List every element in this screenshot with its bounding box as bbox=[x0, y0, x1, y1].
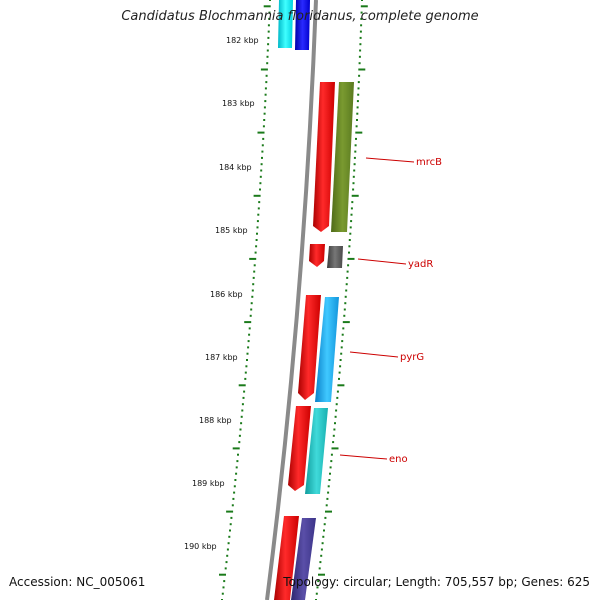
gene-label-eno: eno bbox=[389, 454, 408, 465]
kbp-label-187: 187 kbp bbox=[205, 353, 238, 362]
gene-forward-1 bbox=[313, 82, 335, 232]
left-tick-track bbox=[219, 0, 271, 600]
kbp-label-184: 184 kbp bbox=[219, 163, 252, 172]
gene-label-pyrG: pyrG bbox=[400, 352, 424, 363]
accession-label: Accession: NC_005061 bbox=[9, 575, 146, 589]
gene-label-yadR: yadR bbox=[408, 259, 433, 270]
map-title: Candidatus Blochmannia floridanus, compl… bbox=[121, 9, 479, 24]
gene-eno bbox=[305, 408, 328, 494]
kbp-label-186: 186 kbp bbox=[210, 290, 243, 299]
gene-top-cyan bbox=[278, 0, 293, 48]
kbp-label-183: 183 kbp bbox=[222, 99, 255, 108]
gene-forward-3 bbox=[298, 295, 321, 400]
kbp-label-189: 189 kbp bbox=[192, 479, 225, 488]
gene-forward-5 bbox=[274, 516, 299, 600]
gene-label-mrcB: mrcB bbox=[416, 157, 442, 168]
gene-top-blue bbox=[295, 0, 310, 50]
eno-connector bbox=[339, 454, 388, 460]
mrcB-connector bbox=[365, 157, 415, 163]
gene-forward-2 bbox=[309, 244, 325, 267]
kbp-label-188: 188 kbp bbox=[199, 416, 232, 425]
topology-label: Topology: circular; Length: 705,557 bp; … bbox=[283, 575, 590, 589]
kbp-label-185: 185 kbp bbox=[215, 226, 248, 235]
gene-yadR bbox=[327, 246, 343, 268]
gene-next-purple bbox=[291, 518, 316, 600]
yadR-connector bbox=[357, 258, 407, 265]
gene-pyrG bbox=[315, 297, 339, 402]
kbp-label-182: 182 kbp bbox=[226, 36, 259, 45]
gene-mrcB bbox=[331, 82, 354, 232]
kbp-label-190: 190 kbp bbox=[184, 542, 217, 551]
gene-forward-4 bbox=[288, 406, 311, 491]
genome-backbone bbox=[265, 0, 318, 600]
pyrG-connector bbox=[349, 351, 399, 358]
right-tick-track bbox=[315, 0, 368, 600]
